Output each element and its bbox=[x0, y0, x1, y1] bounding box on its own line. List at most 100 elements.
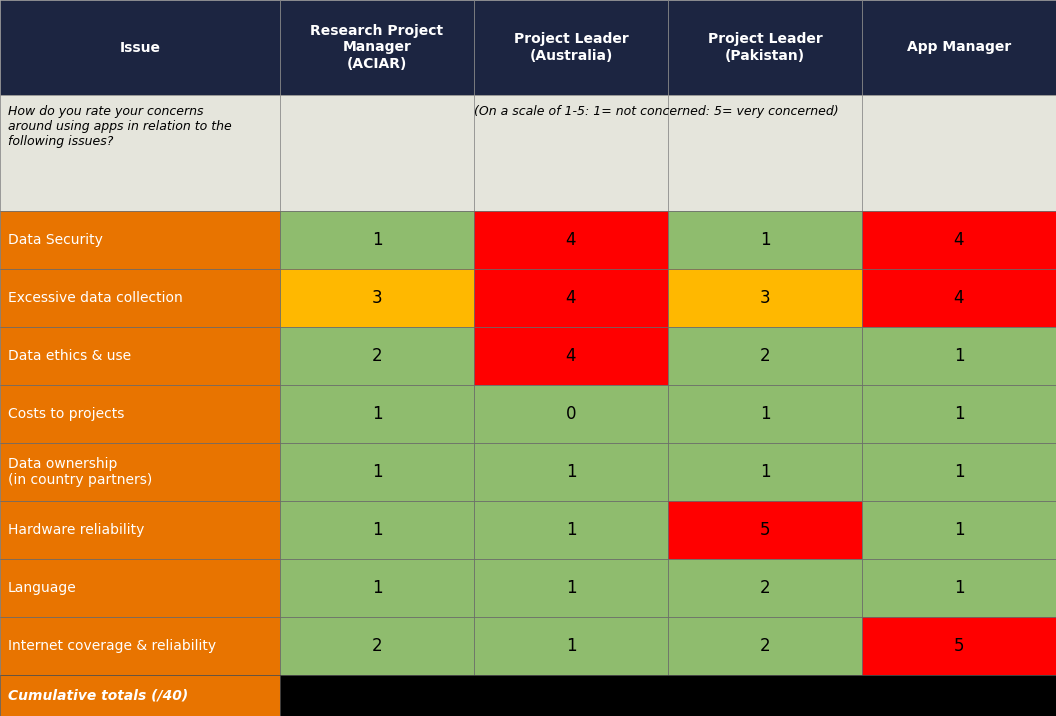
Text: 1: 1 bbox=[759, 463, 770, 481]
Bar bbox=[0, 327, 280, 385]
Bar bbox=[0, 443, 280, 501]
Bar bbox=[668, 0, 862, 95]
Text: Costs to projects: Costs to projects bbox=[8, 407, 125, 421]
Bar bbox=[0, 501, 280, 559]
Text: Research Project
Manager
(ACIAR): Research Project Manager (ACIAR) bbox=[310, 24, 444, 71]
Bar bbox=[474, 0, 668, 95]
Text: Data ownership
(in country partners): Data ownership (in country partners) bbox=[8, 457, 152, 487]
Bar bbox=[668, 501, 862, 559]
Bar bbox=[0, 385, 280, 443]
Bar bbox=[474, 617, 668, 675]
Bar bbox=[668, 95, 862, 211]
Bar bbox=[280, 211, 474, 269]
Text: 2: 2 bbox=[759, 637, 770, 655]
Text: 1: 1 bbox=[566, 637, 577, 655]
Text: 4: 4 bbox=[566, 289, 577, 307]
Bar bbox=[668, 559, 862, 617]
Bar bbox=[862, 443, 1056, 501]
Text: Data Security: Data Security bbox=[8, 233, 102, 247]
Text: 1: 1 bbox=[954, 579, 964, 597]
Bar bbox=[280, 269, 474, 327]
Text: 5: 5 bbox=[954, 637, 964, 655]
Bar bbox=[0, 211, 280, 269]
Bar bbox=[280, 327, 474, 385]
Bar bbox=[474, 443, 668, 501]
Bar bbox=[0, 0, 280, 95]
Bar bbox=[280, 501, 474, 559]
Bar bbox=[280, 675, 1056, 716]
Text: 1: 1 bbox=[954, 405, 964, 423]
Bar bbox=[0, 559, 280, 617]
Text: Hardware reliability: Hardware reliability bbox=[8, 523, 145, 537]
Bar bbox=[862, 269, 1056, 327]
Text: Project Leader
(Australia): Project Leader (Australia) bbox=[513, 32, 628, 62]
Bar bbox=[0, 617, 280, 675]
Text: App Manager: App Manager bbox=[907, 41, 1012, 54]
Bar bbox=[280, 385, 474, 443]
Bar bbox=[280, 95, 474, 211]
Text: 0: 0 bbox=[566, 405, 577, 423]
Text: 1: 1 bbox=[759, 405, 770, 423]
Bar bbox=[280, 443, 474, 501]
Text: 4: 4 bbox=[954, 289, 964, 307]
Bar bbox=[668, 211, 862, 269]
Bar bbox=[668, 617, 862, 675]
Text: 2: 2 bbox=[759, 347, 770, 365]
Text: 1: 1 bbox=[954, 463, 964, 481]
Text: 1: 1 bbox=[759, 231, 770, 249]
Text: Cumulative totals (/40): Cumulative totals (/40) bbox=[8, 689, 188, 702]
Bar bbox=[668, 327, 862, 385]
Bar bbox=[862, 501, 1056, 559]
Text: (On a scale of 1-5: 1= not concerned: 5= very concerned): (On a scale of 1-5: 1= not concerned: 5=… bbox=[474, 105, 838, 118]
Text: 1: 1 bbox=[372, 231, 382, 249]
Bar bbox=[862, 385, 1056, 443]
Text: 1: 1 bbox=[954, 347, 964, 365]
Text: 3: 3 bbox=[372, 289, 382, 307]
Bar bbox=[474, 559, 668, 617]
Bar bbox=[862, 327, 1056, 385]
Bar bbox=[474, 211, 668, 269]
Bar bbox=[668, 269, 862, 327]
Text: 5: 5 bbox=[759, 521, 770, 539]
Text: 2: 2 bbox=[759, 579, 770, 597]
Text: How do you rate your concerns
around using apps in relation to the
following iss: How do you rate your concerns around usi… bbox=[8, 105, 231, 148]
Text: Language: Language bbox=[8, 581, 77, 595]
Text: 2: 2 bbox=[372, 637, 382, 655]
Text: 1: 1 bbox=[566, 521, 577, 539]
Text: 1: 1 bbox=[372, 521, 382, 539]
Bar bbox=[0, 269, 280, 327]
Text: 1: 1 bbox=[566, 463, 577, 481]
Text: Project Leader
(Pakistan): Project Leader (Pakistan) bbox=[708, 32, 823, 62]
Bar bbox=[474, 385, 668, 443]
Text: 1: 1 bbox=[954, 521, 964, 539]
Bar bbox=[474, 269, 668, 327]
Bar bbox=[0, 675, 280, 716]
Text: 2: 2 bbox=[372, 347, 382, 365]
Text: 1: 1 bbox=[372, 579, 382, 597]
Text: 4: 4 bbox=[954, 231, 964, 249]
Text: Excessive data collection: Excessive data collection bbox=[8, 291, 183, 305]
Bar bbox=[668, 385, 862, 443]
Bar bbox=[474, 95, 668, 211]
Bar bbox=[280, 0, 474, 95]
Text: 4: 4 bbox=[566, 231, 577, 249]
Bar bbox=[862, 95, 1056, 211]
Text: Data ethics & use: Data ethics & use bbox=[8, 349, 131, 363]
Text: 4: 4 bbox=[566, 347, 577, 365]
Text: Issue: Issue bbox=[119, 41, 161, 54]
Text: Internet coverage & reliability: Internet coverage & reliability bbox=[8, 639, 216, 653]
Bar bbox=[862, 617, 1056, 675]
Bar bbox=[862, 211, 1056, 269]
Bar bbox=[280, 617, 474, 675]
Bar bbox=[474, 327, 668, 385]
Text: 1: 1 bbox=[566, 579, 577, 597]
Bar bbox=[668, 443, 862, 501]
Bar bbox=[862, 559, 1056, 617]
Text: 3: 3 bbox=[759, 289, 770, 307]
Text: 1: 1 bbox=[372, 463, 382, 481]
Text: 1: 1 bbox=[372, 405, 382, 423]
Bar bbox=[280, 559, 474, 617]
Bar bbox=[862, 0, 1056, 95]
Bar bbox=[0, 95, 280, 211]
Bar bbox=[474, 501, 668, 559]
